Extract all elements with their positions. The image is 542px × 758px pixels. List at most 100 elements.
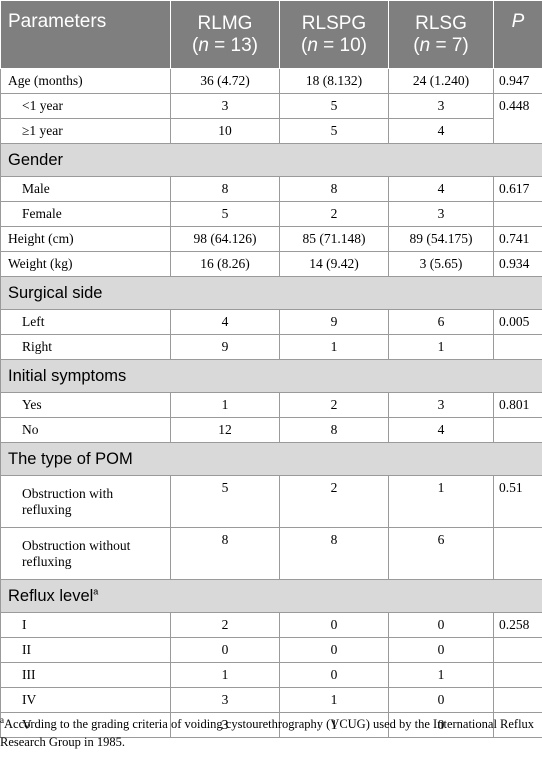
row-label: Yes <box>0 392 171 418</box>
cell-rlmg: 8 <box>170 176 280 202</box>
cell-p: 0.801 <box>493 392 542 418</box>
table-row-lt1year: <1 year 3 5 3 0.448 <box>0 93 542 144</box>
cell-p: 0.617 <box>493 176 542 202</box>
cell-rlsg: 3 (5.65) <box>388 251 494 277</box>
n-value: = 13) <box>208 34 259 56</box>
cell-rlmg: 8 <box>170 527 280 580</box>
cell-p <box>493 687 542 713</box>
cell-rlspg: 8 <box>279 176 389 202</box>
row-label-line1: Obstruction without <box>22 537 131 553</box>
table-row-obstruction-without-refluxing: Obstruction without refluxing 8 8 6 <box>0 527 542 580</box>
cell-p: 0.934 <box>493 251 542 277</box>
cell-rlspg: 0 <box>279 662 389 688</box>
cell-rlspg: 8 <box>279 527 389 580</box>
cell-rlmg: 2 <box>170 612 280 638</box>
row-label: ≥1 year <box>0 118 171 144</box>
footnote-marker: a <box>0 714 4 725</box>
header-p-value: P <box>493 0 542 69</box>
group-name: RLMG <box>197 12 253 34</box>
table-row-left: Left 4 9 6 0.005 <box>0 309 542 335</box>
section-row-surgical-side: Surgical side <box>0 276 542 310</box>
n-label: n <box>419 34 431 56</box>
row-label: No <box>0 417 171 443</box>
table-row-height: Height (cm) 98 (64.126) 85 (71.148) 89 (… <box>0 226 542 252</box>
row-label: Obstruction with refluxing <box>0 475 171 528</box>
cell-rlsg: 0 <box>388 687 494 713</box>
header-group-rlmg: RLMG (n = 13) <box>170 0 280 69</box>
table-row-yes: Yes 1 2 3 0.801 <box>0 392 542 418</box>
row-label: <1 year <box>0 93 171 119</box>
cell-rlmg: 9 <box>170 334 280 360</box>
section-label: The type of POM <box>0 442 542 476</box>
cell-rlmg: 16 (8.26) <box>170 251 280 277</box>
cell-rlmg: 1 <box>170 392 280 418</box>
cell-rlspg: 2 <box>279 392 389 418</box>
cell-p <box>493 527 542 580</box>
cell-rlsg: 3 <box>388 201 494 227</box>
section-row-gender: Gender <box>0 143 542 177</box>
section-label-text: Reflux level <box>8 587 94 605</box>
row-label: Left <box>0 309 171 335</box>
n-value: = 10) <box>317 34 368 56</box>
cell-p <box>493 334 542 360</box>
row-label: Obstruction without refluxing <box>0 527 171 580</box>
section-row-initial-symptoms: Initial symptoms <box>0 359 542 393</box>
cell-p: 0.448 <box>493 93 542 144</box>
cell-rlmg: 12 <box>170 417 280 443</box>
row-label: V <box>0 712 171 738</box>
cell-p: 0.51 <box>493 475 542 528</box>
row-label: Male <box>0 176 171 202</box>
section-label: Surgical side <box>0 276 542 310</box>
cell-rlspg: 0 <box>279 637 389 663</box>
section-row-pom-type: The type of POM <box>0 442 542 476</box>
cell-rlmg: 5 <box>170 201 280 227</box>
table-row-no: No 12 8 4 <box>0 417 542 443</box>
cell-rlmg: 1 <box>170 662 280 688</box>
table-row-right: Right 9 1 1 <box>0 334 542 360</box>
cell-rlmg: 10 <box>170 118 280 144</box>
cell-rlmg: 0 <box>170 637 280 663</box>
cell-rlmg: 98 (64.126) <box>170 226 280 252</box>
table-row-reflux-ii: II 0 0 0 <box>0 637 542 663</box>
cell-p: 0.741 <box>493 226 542 252</box>
cell-rlsg: 24 (1.240) <box>388 68 494 94</box>
cell-rlsg: 4 <box>388 417 494 443</box>
table-row-reflux-i: I 2 0 0 0.258 <box>0 612 542 638</box>
cell-rlspg: 5 <box>279 93 389 119</box>
cell-rlsg: 0 <box>388 712 494 738</box>
row-label-line2: refluxing <box>22 501 72 517</box>
row-label: II <box>0 637 171 663</box>
row-label: III <box>0 662 171 688</box>
table-row-ge1year: ≥1 year 10 5 4 <box>0 118 542 144</box>
cell-rlmg: 5 <box>170 475 280 528</box>
footnote-text: According to the grading criteria of voi… <box>0 717 535 749</box>
section-label: Reflux levela <box>0 579 542 613</box>
cell-rlsg: 3 <box>388 392 494 418</box>
row-label-line1: Obstruction with <box>22 485 114 501</box>
n-label: n <box>198 34 209 56</box>
cell-rlspg: 85 (71.148) <box>279 226 389 252</box>
cell-rlsg: 89 (54.175) <box>388 226 494 252</box>
header-group-rlsg: RLSG (n = 7) <box>388 0 494 69</box>
table-row-reflux-v: V 3 1 0 <box>0 712 542 738</box>
footnote-marker: a <box>93 586 99 597</box>
row-label: Age (months) <box>0 68 171 94</box>
table-row-female: Female 5 2 3 <box>0 201 542 227</box>
cell-rlsg: 1 <box>388 475 494 528</box>
cell-rlsg: 6 <box>388 309 494 335</box>
header-parameters: Parameters <box>0 0 171 69</box>
cell-rlsg: 3 <box>388 93 494 119</box>
section-label: Gender <box>0 143 542 177</box>
cell-rlspg: 1 <box>279 334 389 360</box>
cell-rlspg: 0 <box>279 612 389 638</box>
section-label: Initial symptoms <box>0 359 542 393</box>
table-row-weight: Weight (kg) 16 (8.26) 14 (9.42) 3 (5.65)… <box>0 251 542 277</box>
row-label: Female <box>0 201 171 227</box>
cell-rlspg: 2 <box>279 475 389 528</box>
table-row-male: Male 8 8 4 0.617 <box>0 176 542 202</box>
header-group-rlspg: RLSPG (n = 10) <box>279 0 389 69</box>
cell-rlspg: 2 <box>279 201 389 227</box>
cell-rlmg: 3 <box>170 687 280 713</box>
cell-rlsg: 6 <box>388 527 494 580</box>
cell-p <box>493 637 542 663</box>
